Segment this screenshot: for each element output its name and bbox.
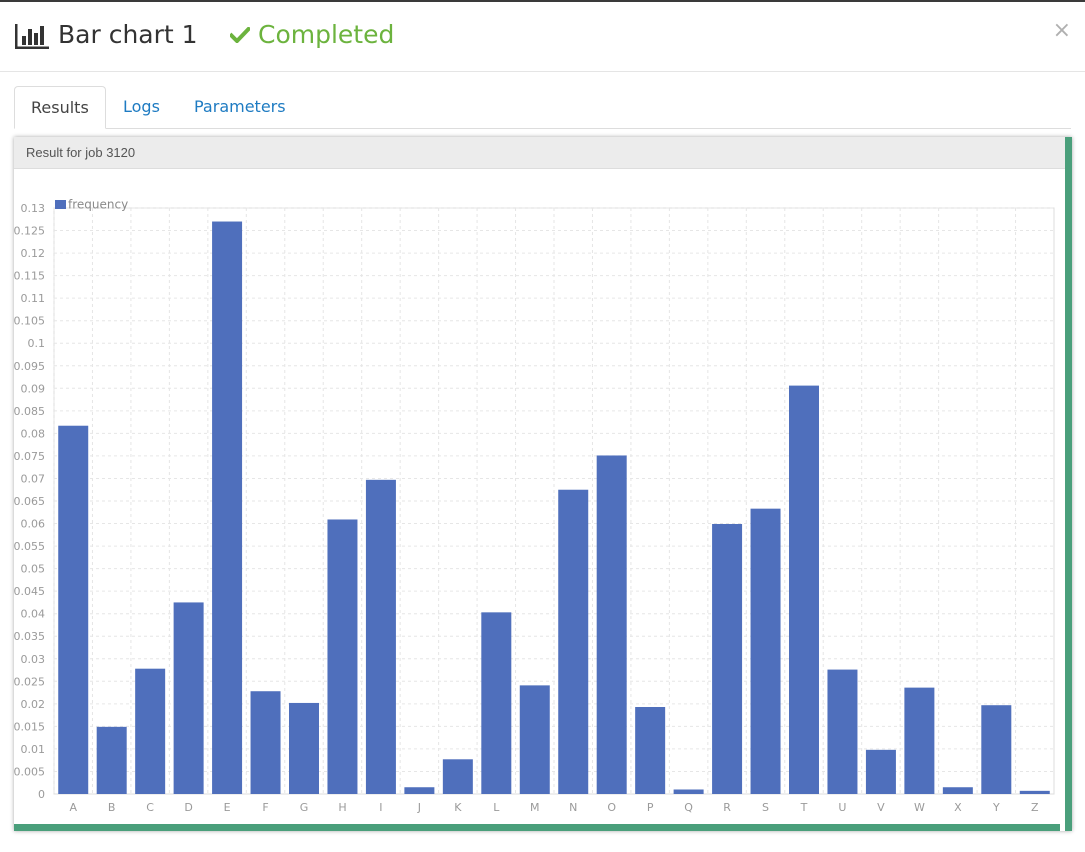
bar-U — [827, 669, 858, 794]
legend-label[interactable]: frequency — [68, 198, 128, 212]
y-tick-label: 0.105 — [14, 315, 45, 328]
x-tick-label: R — [723, 801, 731, 814]
x-tick-label: L — [493, 801, 500, 814]
x-tick-label: F — [262, 801, 268, 814]
x-tick-label: T — [800, 801, 808, 814]
y-tick-label: 0.05 — [21, 563, 46, 576]
bar-V — [865, 749, 896, 794]
tab-results[interactable]: Results — [14, 86, 106, 129]
x-tick-label: K — [454, 801, 462, 814]
tab-parameters[interactable]: Parameters — [194, 97, 286, 116]
x-tick-label: S — [762, 801, 769, 814]
tab-logs[interactable]: Logs — [123, 97, 160, 116]
y-tick-label: 0.04 — [21, 608, 46, 621]
y-tick-label: 0.095 — [14, 360, 45, 373]
y-tick-label: 0.125 — [14, 225, 45, 238]
y-tick-label: 0.02 — [21, 698, 46, 711]
panel-title: Result for job 3120 — [26, 145, 136, 160]
x-tick-label: N — [569, 801, 577, 814]
x-tick-label: X — [954, 801, 962, 814]
y-tick-label: 0.045 — [14, 585, 45, 598]
checkmark-icon — [230, 26, 250, 43]
bar-J — [404, 787, 435, 794]
panel-accent-right — [1065, 137, 1072, 831]
y-tick-label: 0.01 — [21, 743, 46, 756]
y-tick-label: 0.055 — [14, 540, 45, 553]
x-tick-label: V — [877, 801, 885, 814]
x-tick-label: P — [647, 801, 654, 814]
x-tick-label: C — [146, 801, 154, 814]
y-tick-label: 0.015 — [14, 720, 45, 733]
x-tick-label: M — [530, 801, 540, 814]
bar-P — [635, 707, 666, 794]
x-tick-label: G — [300, 801, 309, 814]
y-tick-label: 0.12 — [21, 247, 46, 260]
bar-H — [327, 519, 358, 794]
x-tick-label: A — [69, 801, 77, 814]
bar-T — [789, 385, 819, 794]
x-tick-label: Z — [1031, 801, 1039, 814]
y-tick-label: 0.115 — [14, 270, 45, 283]
x-tick-label: Y — [992, 801, 1000, 814]
bar-C — [135, 668, 166, 794]
y-tick-label: 0.11 — [21, 292, 46, 305]
bar-L — [481, 612, 512, 794]
bar-B — [96, 726, 127, 794]
job-title: Bar chart 1 — [58, 20, 198, 49]
tab-bar: Results Logs Parameters — [14, 86, 1071, 129]
bar-chart-icon — [15, 24, 49, 49]
x-tick-label: E — [224, 801, 231, 814]
modal-header: Bar chart 1 Completed × — [0, 2, 1085, 72]
bar-D — [173, 602, 204, 794]
y-tick-label: 0.06 — [21, 518, 46, 531]
close-button[interactable]: × — [1052, 18, 1071, 43]
y-tick-label: 0.07 — [21, 472, 46, 485]
y-tick-label: 0.08 — [21, 427, 46, 440]
bar-G — [289, 702, 319, 794]
panel-header: Result for job 3120 — [14, 137, 1065, 169]
y-tick-label: 0.085 — [14, 405, 45, 418]
x-tick-label: Q — [684, 801, 693, 814]
bar-Q — [673, 789, 704, 794]
x-tick-label: U — [838, 801, 846, 814]
bar-W — [904, 687, 935, 794]
y-tick-label: 0.1 — [28, 337, 46, 350]
bar-S — [750, 508, 781, 794]
x-tick-label: H — [338, 801, 346, 814]
y-tick-label: 0.035 — [14, 630, 45, 643]
x-tick-label: B — [108, 801, 116, 814]
x-tick-label: O — [607, 801, 616, 814]
x-tick-label: W — [914, 801, 925, 814]
bar-O — [596, 455, 627, 794]
bar-K — [442, 759, 473, 794]
x-tick-label: J — [417, 801, 421, 814]
y-tick-label: 0.09 — [21, 382, 46, 395]
status-indicator: Completed — [230, 20, 394, 49]
bar-E — [212, 221, 243, 794]
y-tick-label: 0.005 — [14, 765, 45, 778]
modal-top-border — [0, 0, 1085, 2]
y-tick-label: 0.13 — [21, 202, 46, 215]
bar-A — [58, 425, 89, 794]
y-tick-label: 0.025 — [14, 675, 45, 688]
x-tick-label: I — [379, 801, 382, 814]
legend-swatch — [55, 200, 66, 209]
bar-I — [365, 479, 396, 794]
y-tick-label: 0.065 — [14, 495, 45, 508]
status-text: Completed — [258, 20, 395, 49]
x-tick-label: D — [184, 801, 192, 814]
bar-F — [250, 691, 281, 794]
bar-Y — [981, 705, 1012, 794]
y-tick-label: 0.075 — [14, 450, 45, 463]
bar-N — [558, 489, 589, 794]
bar-Z — [1019, 790, 1050, 794]
y-tick-label: 0 — [38, 788, 45, 801]
bar-M — [519, 685, 550, 794]
results-panel: Result for job 3120 0 0.005 0.01 0.015 0.02 0… — [14, 137, 1072, 831]
y-tick-label: 0.03 — [21, 653, 46, 666]
panel-accent-bottom — [14, 824, 1060, 831]
bar-chart: 0 0.005 0.01 0.015 0.02 0.025 0.03 0.035 0.04 0.0… — [14, 198, 1055, 814]
bar-R — [712, 523, 743, 794]
bar-X — [942, 787, 973, 794]
